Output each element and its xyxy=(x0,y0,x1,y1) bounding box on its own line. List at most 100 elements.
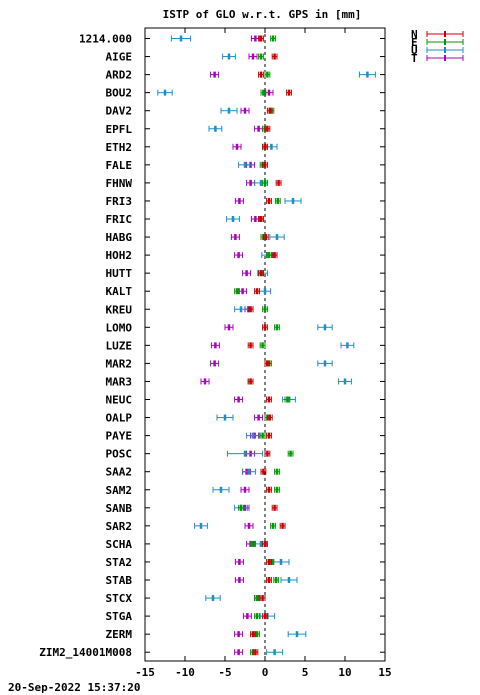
x-tick-label: 0 xyxy=(262,666,269,679)
error-bar-e xyxy=(259,432,266,439)
error-bar-t xyxy=(210,71,220,78)
error-bar-t xyxy=(234,396,244,403)
x-axis: -15 -10 -5 0 5 10 15 xyxy=(135,28,392,679)
error-bar-u xyxy=(194,522,208,529)
station-label: ARD2 xyxy=(106,69,133,82)
error-bar-t xyxy=(234,649,244,656)
error-bar-n xyxy=(262,613,268,620)
error-bar-u xyxy=(317,360,333,367)
error-bar-n xyxy=(266,432,272,439)
error-bar-t xyxy=(242,613,252,620)
error-bar-e xyxy=(270,35,276,42)
error-bar-n xyxy=(262,540,268,547)
error-bar-e xyxy=(270,522,276,529)
error-bar-n xyxy=(264,450,271,457)
station-label: SAM2 xyxy=(106,484,133,497)
station-label: STCX xyxy=(106,592,133,605)
x-tick-label: 15 xyxy=(378,666,391,679)
station-labels: 1214.000 AIGE ARD2 BOU2 DAV2 EPFL ETH2 FALE FHNW… xyxy=(39,33,385,659)
error-bar-u xyxy=(287,631,307,638)
data-marks xyxy=(157,35,376,656)
error-bar-u xyxy=(266,649,284,656)
legend-entry-u: U xyxy=(411,44,464,57)
error-bar-t xyxy=(230,234,240,241)
legend-label: U xyxy=(411,44,418,57)
station-label: LOMO xyxy=(106,321,133,334)
error-bar-t xyxy=(242,270,252,277)
error-bar-n xyxy=(286,89,292,96)
error-bar-u xyxy=(340,342,355,349)
station-label: HUTT xyxy=(106,267,133,280)
error-bar-u xyxy=(220,107,238,114)
error-bar-u xyxy=(317,324,333,331)
error-bar-u xyxy=(284,197,302,204)
error-bar-e xyxy=(284,396,291,403)
error-bar-t xyxy=(264,89,274,96)
error-bar-n xyxy=(258,270,264,277)
error-bar-t xyxy=(244,522,254,529)
station-label: SANB xyxy=(106,502,133,515)
station-label: SCHA xyxy=(106,538,133,551)
x-tick-label: -15 xyxy=(135,666,155,679)
station-label: HOH2 xyxy=(106,249,133,262)
error-bar-t xyxy=(210,360,220,367)
legend-entry-e: E xyxy=(411,36,464,49)
station-label: FALE xyxy=(106,159,133,172)
error-bar-u xyxy=(246,432,260,439)
station-label: AIGE xyxy=(106,51,133,64)
station-label: MAR2 xyxy=(106,357,133,370)
station-label: SAR2 xyxy=(106,520,133,533)
error-bar-u xyxy=(280,577,298,583)
station-label: POSC xyxy=(106,448,133,461)
error-bar-n xyxy=(271,53,278,60)
error-bar-n xyxy=(250,631,256,638)
station-label: SAA2 xyxy=(106,466,133,479)
error-bar-e xyxy=(274,197,281,204)
error-bar-t xyxy=(248,53,258,60)
station-label: EPFL xyxy=(106,123,133,136)
error-bar-u xyxy=(258,288,272,295)
error-bar-u xyxy=(157,89,173,96)
error-bar-e xyxy=(274,468,280,475)
legend-entry-t: T xyxy=(411,52,464,65)
error-bar-t xyxy=(234,197,244,204)
station-label: STGA xyxy=(106,610,133,623)
error-bar-u xyxy=(269,234,285,241)
error-bar-u xyxy=(212,486,230,493)
error-bar-u xyxy=(272,558,290,565)
error-bar-e xyxy=(250,540,256,547)
error-bar-n xyxy=(247,378,254,385)
error-bar-u xyxy=(205,595,221,602)
station-label: STAB xyxy=(106,574,133,587)
legend-entry-n: N xyxy=(411,28,464,41)
error-bar-t xyxy=(232,143,242,150)
error-bar-n xyxy=(266,486,272,493)
error-bar-n xyxy=(258,216,264,222)
error-bar-e xyxy=(264,71,271,78)
error-bar-n xyxy=(264,125,271,132)
error-bar-e xyxy=(262,179,268,186)
error-bar-e xyxy=(260,89,267,96)
error-bar-n xyxy=(262,143,268,150)
error-bar-e xyxy=(254,595,260,602)
x-tick-label: -10 xyxy=(175,666,195,679)
error-bar-e xyxy=(238,504,244,511)
error-bar-n xyxy=(266,107,273,114)
station-label: PAYE xyxy=(106,430,133,443)
error-bar-t xyxy=(246,179,256,186)
error-bar-u xyxy=(208,125,223,132)
station-label: HABG xyxy=(106,231,133,244)
station-label: DAV2 xyxy=(106,105,133,118)
error-bar-u xyxy=(234,306,248,313)
error-bar-n xyxy=(264,360,271,367)
station-label: MAR3 xyxy=(106,375,133,388)
station-label: NEUC xyxy=(106,394,133,407)
timestamp: 20-Sep-2022 15:37:20 xyxy=(8,681,141,694)
error-bar-t xyxy=(240,107,250,114)
x-tick-label: 5 xyxy=(302,666,309,679)
error-bar-e xyxy=(266,252,272,259)
station-label: ETH2 xyxy=(106,141,133,154)
error-bar-u xyxy=(216,414,234,421)
error-bar-e xyxy=(258,53,264,60)
